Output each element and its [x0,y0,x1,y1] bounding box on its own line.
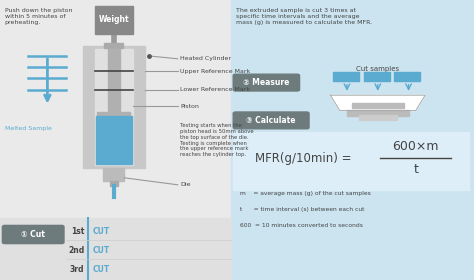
Text: t: t [413,163,418,176]
Text: t      = time interval (s) between each cut: t = time interval (s) between each cut [240,207,365,212]
Bar [104,43,123,48]
Bar [83,46,145,168]
Text: Cut samples: Cut samples [356,66,399,72]
Bar [0,0,231,280]
Text: Melted Sample: Melted Sample [5,126,52,131]
FancyBboxPatch shape [233,74,300,91]
Bar [96,116,132,164]
Text: Die: Die [180,182,191,187]
Bar [347,110,409,116]
Text: ③ Calculate: ③ Calculate [246,116,296,125]
Text: MFR(g/10min) =: MFR(g/10min) = [255,152,351,165]
Text: CUT: CUT [92,227,109,235]
Text: CUT: CUT [92,265,109,274]
Bar [95,6,133,34]
Bar [97,112,130,116]
Bar [0,218,231,280]
Text: Piston: Piston [180,104,199,109]
Text: ① Cut: ① Cut [21,230,45,239]
Text: Lower Reference Mark: Lower Reference Mark [180,87,250,92]
Bar [359,115,397,120]
Text: Testing starts when the
piston head is 50mm above
the top surface of the die.
Te: Testing starts when the piston head is 5… [180,123,254,157]
Text: 1st: 1st [71,227,84,235]
Text: Push down the piston
within 5 minutes of
preheating.: Push down the piston within 5 minutes of… [5,8,72,25]
Bar [233,132,469,190]
Bar [364,72,390,81]
Bar [394,72,420,81]
Text: 2nd: 2nd [68,246,84,255]
Text: 600  = 10 minutes converted to seconds: 600 = 10 minutes converted to seconds [240,223,363,228]
Text: ② Measure: ② Measure [243,78,290,87]
Text: 600×m: 600×m [392,141,439,153]
Text: m    = average mass (g) of the cut samples: m = average mass (g) of the cut samples [240,191,371,196]
Bar [333,72,359,81]
Bar [103,168,124,181]
FancyBboxPatch shape [233,112,309,129]
Bar [95,49,133,165]
Text: Heated Cylinder: Heated Cylinder [180,56,231,61]
FancyBboxPatch shape [2,225,64,244]
Text: Weight: Weight [99,15,129,24]
Bar [352,103,404,108]
Text: 3rd: 3rd [70,265,84,274]
Bar [110,181,118,186]
Bar [231,0,474,280]
Polygon shape [330,95,425,111]
Text: The extruded sample is cut 3 times at
specific time intervals and the average
ma: The extruded sample is cut 3 times at sp… [236,8,372,25]
Bar [108,49,119,112]
Text: CUT: CUT [92,246,109,255]
Text: Upper Reference Mark: Upper Reference Mark [180,69,250,74]
